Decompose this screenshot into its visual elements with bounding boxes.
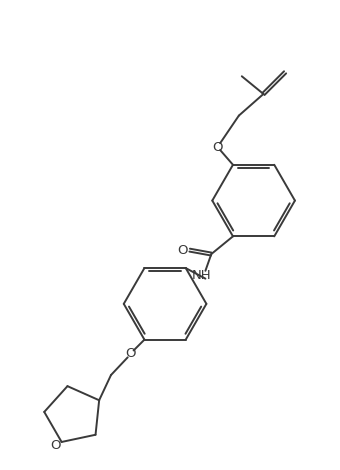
Text: NH: NH [192,269,211,282]
Text: O: O [212,141,222,154]
Text: O: O [50,439,61,453]
Text: O: O [125,347,136,360]
Text: O: O [177,243,188,257]
